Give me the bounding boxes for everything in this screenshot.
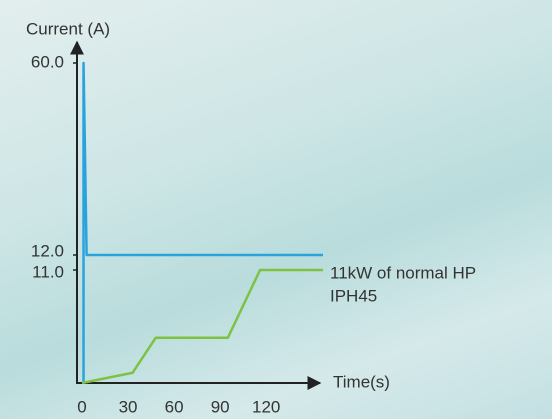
x-tick-label: 90: [211, 397, 230, 416]
series-label: 11kW of normal HP: [330, 263, 476, 282]
y-tick-label: 12.0: [31, 241, 64, 260]
y-tick-label: 60.0: [31, 52, 64, 71]
x-tick-label: 60: [165, 397, 184, 416]
series-line: [82, 61, 323, 383]
x-tick-label: 30: [119, 397, 138, 416]
x-tick-label: 0: [77, 397, 86, 416]
y-tick-label: 11.0: [32, 262, 64, 281]
x-axis-label: Time(s): [333, 372, 390, 391]
series-label: IPH45: [330, 286, 377, 305]
y-axis-label: Current (A): [26, 19, 110, 38]
x-tick-label: 120: [252, 397, 280, 416]
series-line: [81, 268, 323, 385]
